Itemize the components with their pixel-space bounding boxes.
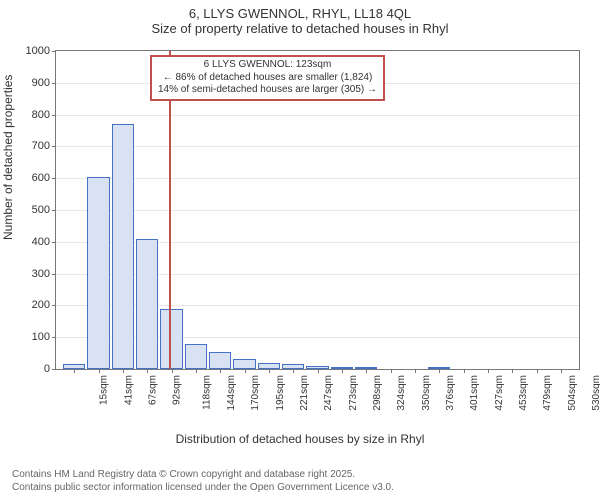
histogram-bar <box>112 124 134 369</box>
chart-title-block: 6, LLYS GWENNOL, RHYL, LL18 4QL Size of … <box>0 0 600 36</box>
gridline <box>56 178 579 179</box>
annotation-line1: 6 LLYS GWENNOL: 123sqm <box>158 59 377 72</box>
y-tick-label: 800 <box>32 109 50 121</box>
x-tick-mark <box>415 369 416 373</box>
y-tick-mark <box>52 305 56 306</box>
x-tick-label: 15sqm <box>99 375 110 405</box>
x-tick-mark <box>561 369 562 373</box>
x-tick-mark <box>512 369 513 373</box>
y-tick-mark <box>52 115 56 116</box>
histogram-bar <box>185 344 207 369</box>
gridline <box>56 274 579 275</box>
x-tick-label: 118sqm <box>201 375 212 410</box>
x-tick-label: 479sqm <box>542 375 553 411</box>
chart-title-line1: 6, LLYS GWENNOL, RHYL, LL18 4QL <box>0 6 600 21</box>
x-tick-mark <box>464 369 465 373</box>
footer-line2: Contains public sector information licen… <box>12 481 394 494</box>
x-tick-mark <box>74 369 75 373</box>
y-tick-label: 400 <box>32 236 50 248</box>
x-tick-mark <box>269 369 270 373</box>
y-tick-label: 200 <box>32 299 50 311</box>
gridline <box>56 337 579 338</box>
y-axis-label: Number of detached properties <box>1 75 15 240</box>
x-tick-label: 221sqm <box>299 375 310 411</box>
x-tick-label: 273sqm <box>348 375 359 411</box>
x-tick-label: 298sqm <box>372 375 383 411</box>
chart-title-line2: Size of property relative to detached ho… <box>0 21 600 36</box>
x-tick-mark <box>439 369 440 373</box>
y-tick-mark <box>52 369 56 370</box>
x-tick-label: 170sqm <box>250 375 261 411</box>
x-tick-label: 427sqm <box>494 375 505 411</box>
x-tick-mark <box>245 369 246 373</box>
x-tick-mark <box>537 369 538 373</box>
y-tick-mark <box>52 146 56 147</box>
y-tick-label: 300 <box>32 268 50 280</box>
histogram-bar <box>87 177 109 369</box>
y-tick-label: 0 <box>44 363 50 375</box>
y-tick-mark <box>52 83 56 84</box>
x-tick-label: 195sqm <box>275 375 286 411</box>
x-tick-label: 530sqm <box>591 375 600 411</box>
x-tick-label: 401sqm <box>469 375 480 411</box>
annotation-line2: ← 86% of detached houses are smaller (1,… <box>158 72 377 85</box>
x-axis-label: Distribution of detached houses by size … <box>0 432 600 446</box>
y-tick-mark <box>52 274 56 275</box>
x-tick-label: 453sqm <box>518 375 529 411</box>
gridline <box>56 305 579 306</box>
plot-area: 0100200300400500600700800900100015sqm41s… <box>55 50 580 370</box>
x-tick-mark <box>220 369 221 373</box>
histogram-bar <box>136 239 158 369</box>
x-tick-mark <box>99 369 100 373</box>
footer-attribution: Contains HM Land Registry data © Crown c… <box>12 468 394 494</box>
y-tick-mark <box>52 242 56 243</box>
y-tick-mark <box>52 337 56 338</box>
x-tick-mark <box>293 369 294 373</box>
x-tick-label: 92sqm <box>172 375 183 405</box>
annotation-line3: 14% of semi-detached houses are larger (… <box>158 84 377 97</box>
x-tick-mark <box>342 369 343 373</box>
x-tick-label: 376sqm <box>445 375 456 411</box>
y-tick-mark <box>52 51 56 52</box>
y-tick-label: 100 <box>32 331 50 343</box>
y-tick-mark <box>52 210 56 211</box>
x-tick-mark <box>147 369 148 373</box>
histogram-bar <box>233 359 255 369</box>
x-tick-label: 144sqm <box>226 375 237 411</box>
y-tick-label: 600 <box>32 172 50 184</box>
footer-line1: Contains HM Land Registry data © Crown c… <box>12 468 394 481</box>
x-tick-mark <box>123 369 124 373</box>
x-tick-label: 247sqm <box>323 375 334 411</box>
y-tick-label: 900 <box>32 77 50 89</box>
y-tick-label: 1000 <box>26 45 50 57</box>
gridline <box>56 115 579 116</box>
x-tick-label: 41sqm <box>123 375 134 405</box>
x-tick-label: 504sqm <box>567 375 578 411</box>
x-tick-label: 324sqm <box>396 375 407 411</box>
histogram-bar <box>209 352 231 369</box>
y-tick-label: 500 <box>32 204 50 216</box>
gridline <box>56 210 579 211</box>
gridline <box>56 242 579 243</box>
annotation-box: 6 LLYS GWENNOL: 123sqm ← 86% of detached… <box>150 55 385 101</box>
x-tick-mark <box>196 369 197 373</box>
y-tick-mark <box>52 178 56 179</box>
x-tick-mark <box>366 369 367 373</box>
y-tick-label: 700 <box>32 140 50 152</box>
x-tick-label: 350sqm <box>421 375 432 411</box>
histogram-bar <box>160 309 182 369</box>
x-tick-mark <box>318 369 319 373</box>
x-tick-mark <box>391 369 392 373</box>
x-tick-mark <box>172 369 173 373</box>
gridline <box>56 146 579 147</box>
x-tick-mark <box>488 369 489 373</box>
chart-container: Number of detached properties 0100200300… <box>0 40 600 440</box>
x-tick-label: 67sqm <box>147 375 158 405</box>
